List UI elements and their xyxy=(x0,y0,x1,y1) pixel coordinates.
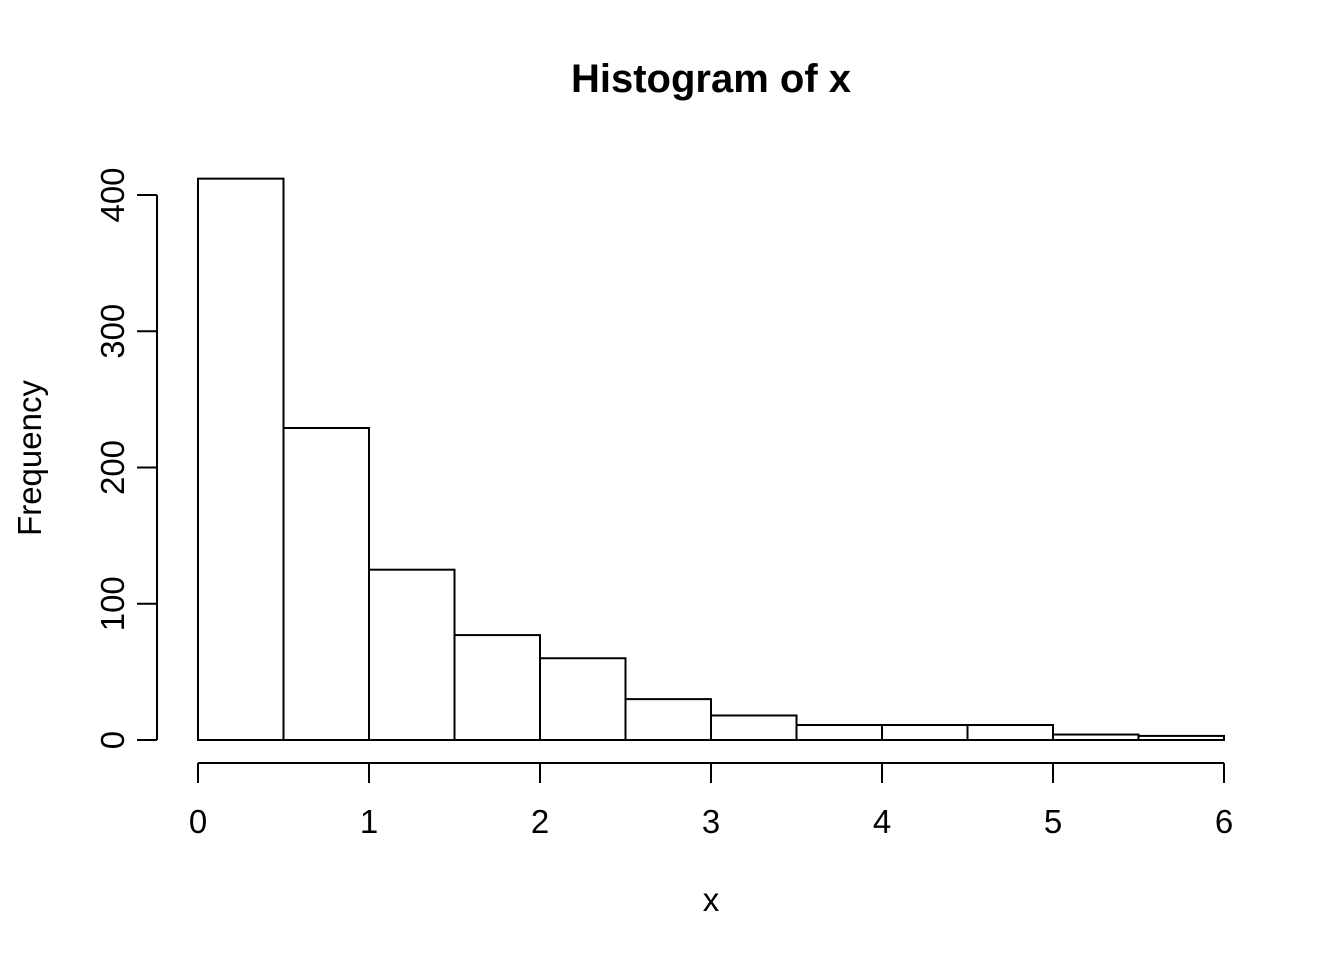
histogram-bar xyxy=(539,657,627,741)
histogram-bars xyxy=(197,177,1225,742)
histogram-bar xyxy=(881,724,969,742)
y-tick-label: 0 xyxy=(94,731,131,749)
histogram-bar xyxy=(966,724,1054,742)
chart-title: Histogram of x xyxy=(571,57,851,101)
x-tick-label: 4 xyxy=(873,803,891,840)
x-tick-label: 3 xyxy=(702,803,720,840)
histogram-bar xyxy=(1137,734,1225,741)
y-tick-label: 300 xyxy=(94,304,131,359)
y-axis-label: Frequency xyxy=(11,380,48,536)
histogram-bar xyxy=(710,714,798,741)
histogram-bar xyxy=(1052,733,1140,741)
x-axis-label: x xyxy=(703,881,720,918)
x-tick-label: 1 xyxy=(360,803,378,840)
y-axis: 0 100 200 300 400 xyxy=(94,167,158,749)
x-tick-label: 6 xyxy=(1215,803,1233,840)
histogram-bar xyxy=(368,568,456,741)
y-tick-label: 100 xyxy=(94,576,131,631)
y-tick-label: 200 xyxy=(94,440,131,495)
histogram-bar xyxy=(453,634,541,742)
histogram-bar xyxy=(624,698,712,741)
x-axis: 0 1 2 3 4 5 6 xyxy=(189,762,1233,840)
x-tick-label: 5 xyxy=(1044,803,1062,840)
y-tick-label: 400 xyxy=(94,167,131,222)
x-tick-label: 0 xyxy=(189,803,207,840)
histogram-bar xyxy=(282,426,370,741)
histogram-bar xyxy=(795,724,883,742)
x-tick-label: 2 xyxy=(531,803,549,840)
histogram-bar xyxy=(197,177,285,741)
